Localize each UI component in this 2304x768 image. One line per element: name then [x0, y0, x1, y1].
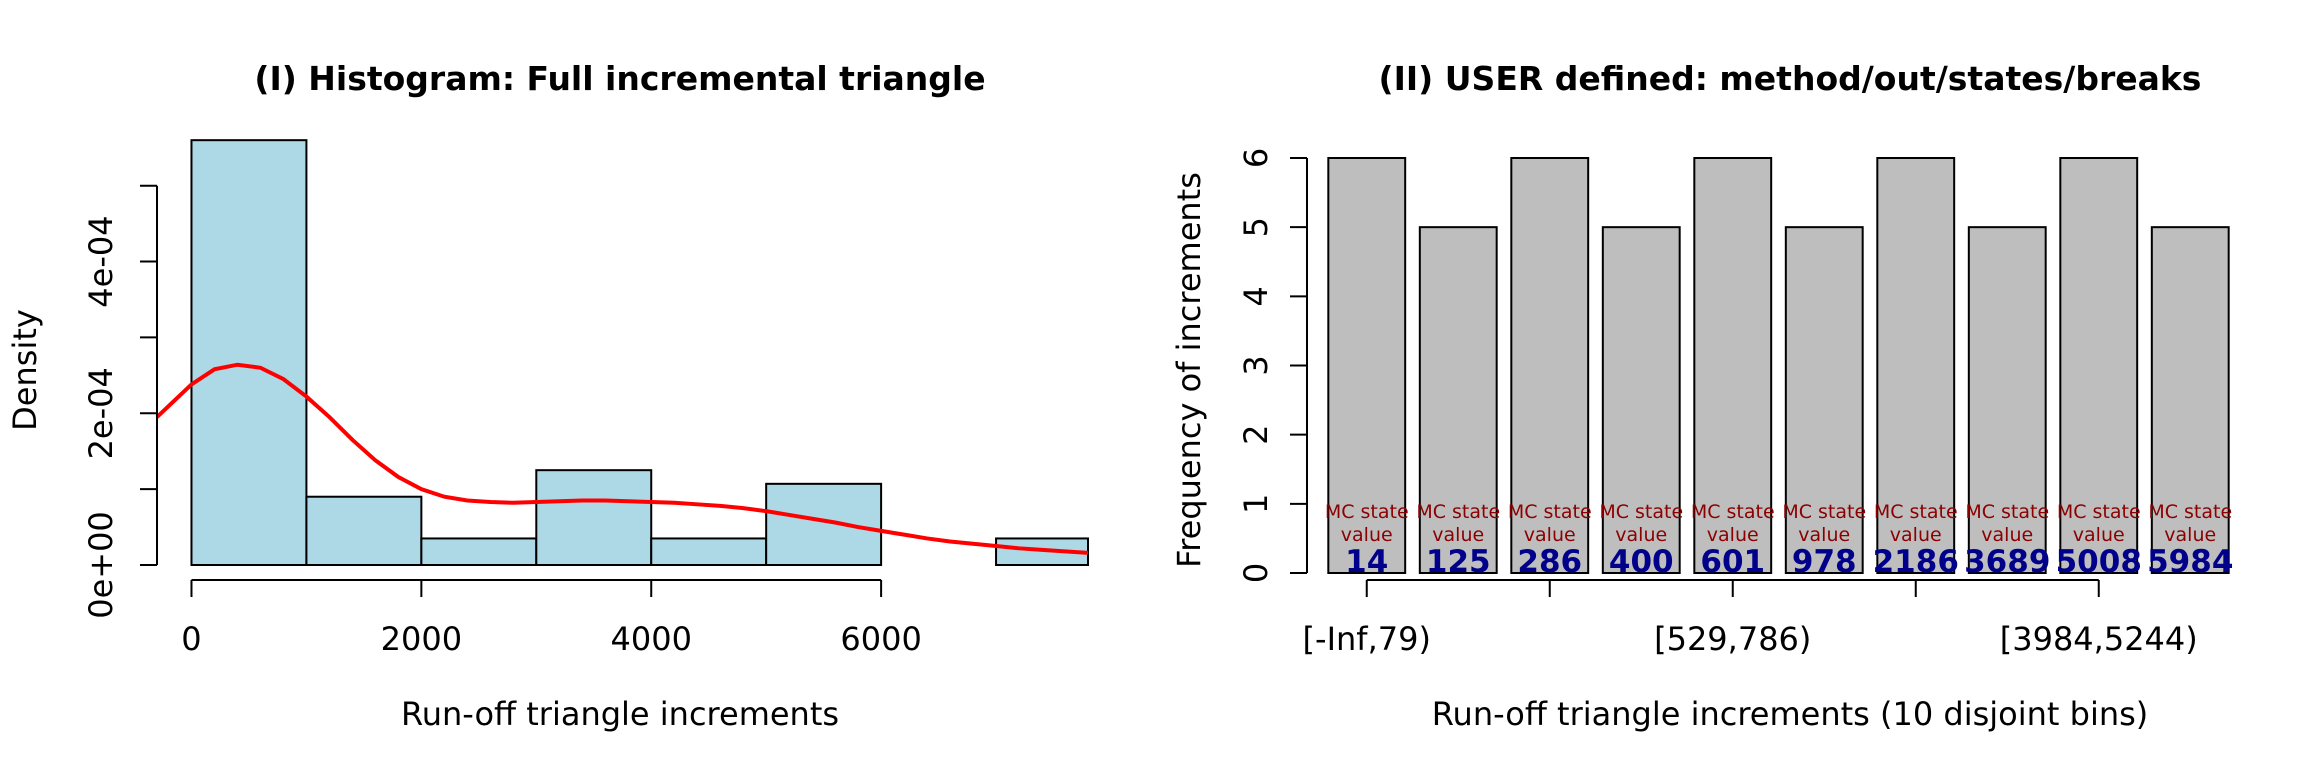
y-axis-label: Density [6, 309, 44, 431]
y-tick-label: 4e-04 [82, 215, 120, 307]
mc-value-label: value [2164, 524, 2216, 546]
frequency-bars [1327, 157, 2230, 575]
frequency-bar [2150, 226, 2230, 575]
mc-value-label: value [1524, 524, 1576, 546]
mc-value-label: value [1707, 524, 1759, 546]
x-axis: [-Inf,79) [529,786) [3984,5244) [1303, 579, 2198, 658]
frequency-bar [1784, 226, 1864, 575]
mc-value-label: value [1341, 524, 1393, 546]
x-tick-label: [529,786) [1654, 620, 1811, 658]
mc-state-label: MC state [1965, 501, 2049, 523]
mc-state-label: MC state [1874, 501, 1958, 523]
frequency-bar [1876, 157, 1956, 574]
frequency-bar [1967, 226, 2047, 575]
y-tick-label: 0e+00 [82, 511, 120, 619]
y-tick-label: 2 [1237, 424, 1275, 444]
y-axis-label: Frequency of increments [1170, 172, 1208, 568]
mc-state-value: 5008 [2056, 544, 2142, 580]
y-tick-label: 6 [1237, 148, 1275, 168]
mc-state-label: MC state [1416, 501, 1500, 523]
frequency-bar [1693, 157, 1773, 574]
x-axis-label: Run-off triangle increments (10 disjoint… [1432, 695, 2149, 733]
frequency-bar [1601, 226, 1681, 575]
chart-title: (II) USER defined: method/out/states/bre… [1379, 59, 2202, 98]
mc-state-label: MC state [1599, 501, 1683, 523]
mc-state-value: 3689 [1964, 544, 2050, 580]
mc-value-label: value [1798, 524, 1850, 546]
histogram-bar [190, 139, 308, 566]
y-tick-label: 2e-04 [82, 367, 120, 459]
frequency-bar [2059, 157, 2139, 574]
y-tick-label: 1 [1237, 494, 1275, 514]
mc-state-value: 125 [1426, 544, 1491, 580]
mc-value-label: value [2073, 524, 2125, 546]
mc-value-label: value [1981, 524, 2033, 546]
y-tick-label: 0 [1237, 563, 1275, 583]
histogram-bar [765, 482, 883, 566]
histogram-bar [305, 495, 423, 567]
histogram-bar [650, 537, 768, 567]
histogram-panel: (I) Histogram: Full incremental triangle… [6, 59, 1089, 733]
x-tick-label: 2000 [381, 620, 462, 658]
mc-state-value: 2186 [1873, 544, 1959, 580]
mc-state-label: MC state [1782, 501, 1866, 523]
mc-state-label: MC state [1508, 501, 1592, 523]
y-tick-label: 5 [1237, 217, 1275, 237]
y-axis: 0e+00 2e-04 4e-04 [82, 184, 158, 619]
x-tick-label: [-Inf,79) [1303, 620, 1431, 658]
y-tick-label: 4 [1237, 286, 1275, 306]
mc-value-label: value [1432, 524, 1484, 546]
mc-state-value: 286 [1517, 544, 1582, 580]
y-tick-label: 3 [1237, 355, 1275, 375]
y-axis: 0 1 2 3 4 5 6 [1237, 148, 1308, 583]
mc-state-label: MC state [1325, 501, 1409, 523]
mc-state-value: 14 [1345, 544, 1388, 580]
mc-state-label: MC state [2148, 501, 2232, 523]
x-tick-label: 4000 [611, 620, 692, 658]
mc-state-value: 601 [1700, 544, 1765, 580]
mc-state-value: 400 [1609, 544, 1674, 580]
x-tick-label: 0 [181, 620, 201, 658]
mc-state-label: MC state [1691, 501, 1775, 523]
mc-value-label: value [1890, 524, 1942, 546]
mc-value-label: value [1615, 524, 1667, 546]
x-axis-label: Run-off triangle increments [401, 695, 839, 733]
mc-state-label: MC state [2057, 501, 2141, 523]
frequency-bar [1510, 157, 1590, 574]
chart-title: (I) Histogram: Full incremental triangle [254, 59, 985, 98]
histogram-bar [535, 469, 653, 567]
x-tick-label: 6000 [840, 620, 921, 658]
mc-state-value: 5984 [2147, 544, 2233, 580]
mc-state-value: 978 [1792, 544, 1857, 580]
density-curve [155, 362, 1089, 555]
frequency-bar [1327, 157, 1407, 574]
histogram-bars [190, 139, 1089, 567]
frequency-panel: (II) USER defined: method/out/states/bre… [1170, 59, 2233, 733]
frequency-bar [1418, 226, 1498, 575]
histogram-bar [420, 537, 538, 567]
x-axis: 0 2000 4000 6000 [181, 579, 922, 658]
x-tick-label: [3984,5244) [2000, 620, 2198, 658]
